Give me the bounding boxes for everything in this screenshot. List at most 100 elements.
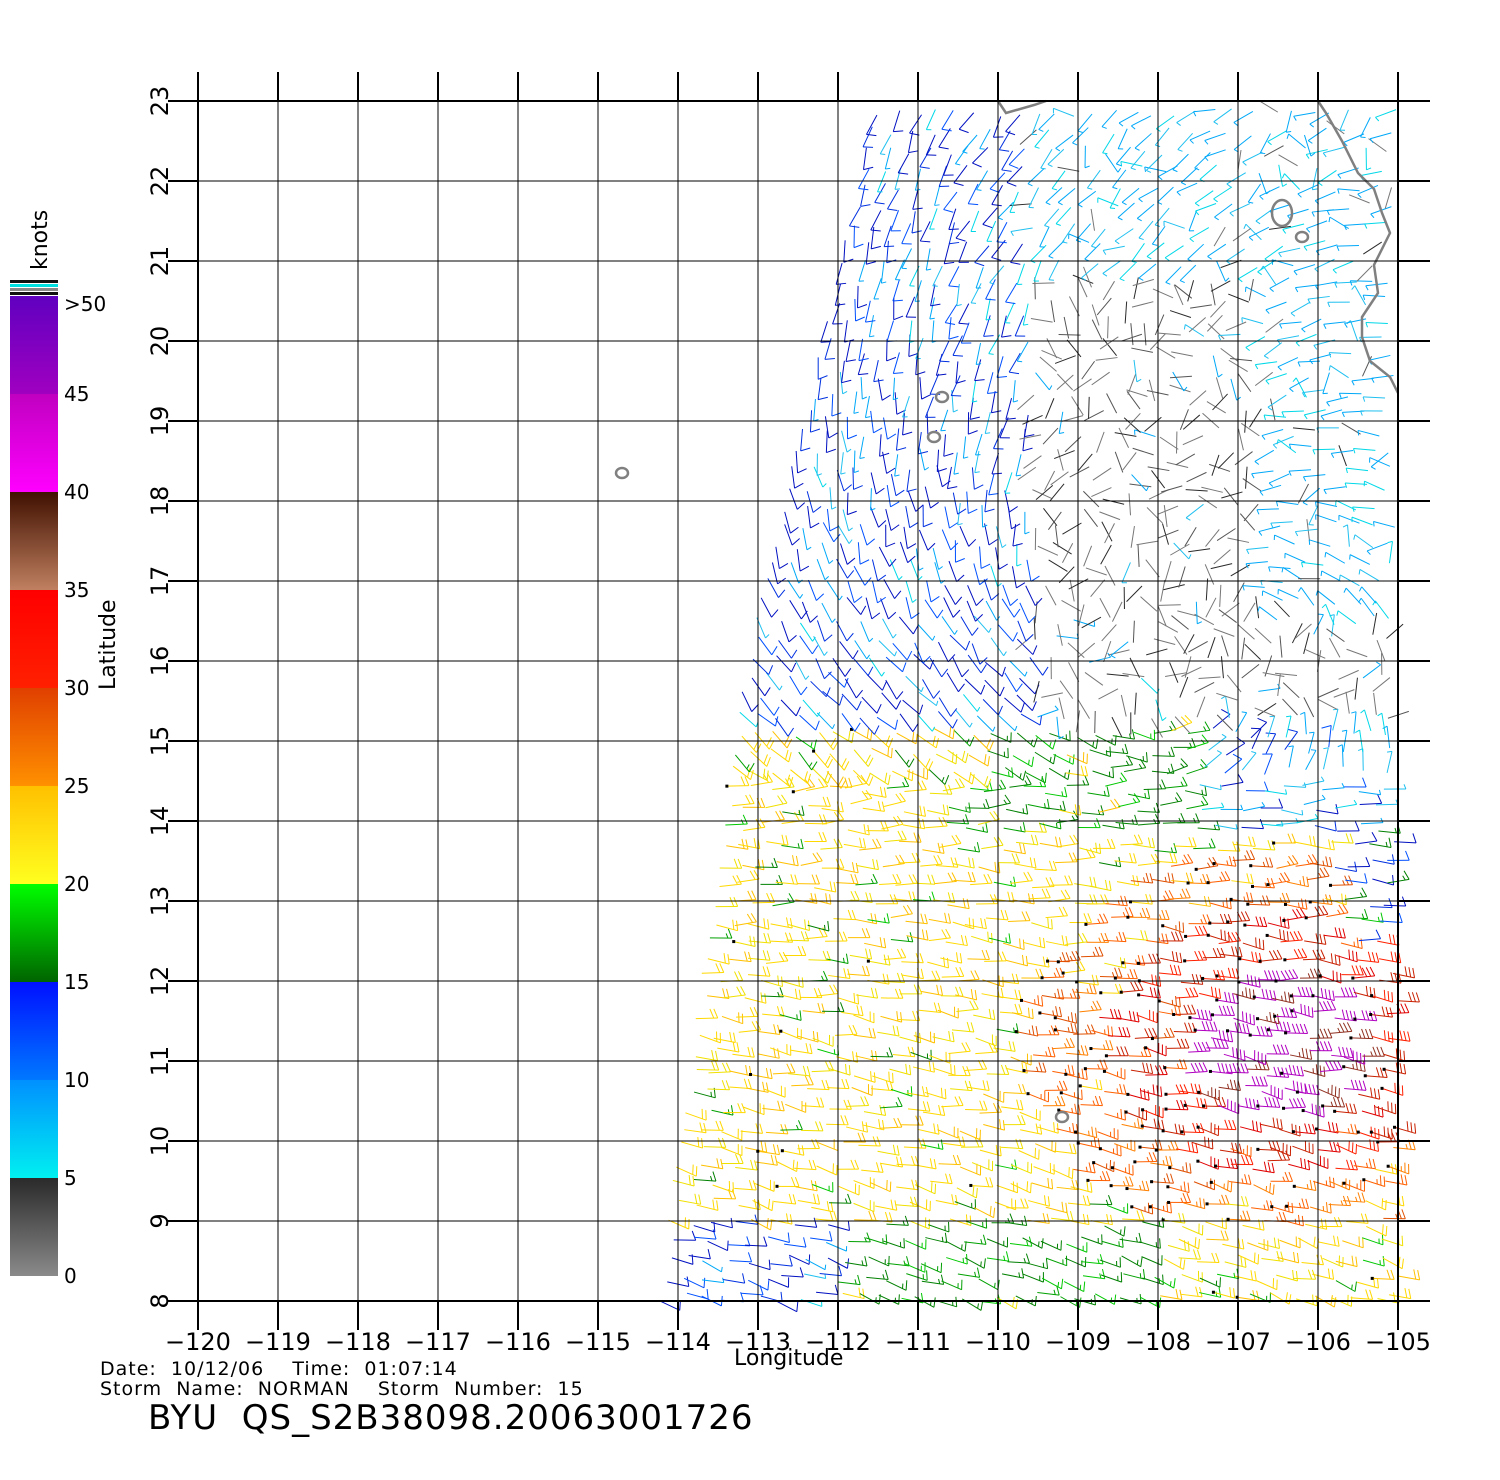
wind-barb xyxy=(1178,1237,1200,1250)
wind-barb xyxy=(748,966,771,977)
wind-barb xyxy=(738,1020,762,1033)
wind-barb xyxy=(1086,894,1109,905)
wind-barb xyxy=(1061,415,1084,422)
wind-barb xyxy=(788,919,810,931)
wind-barb xyxy=(836,1159,860,1170)
wind-barb xyxy=(1053,450,1075,460)
wind-barb xyxy=(817,377,828,401)
wind-barb xyxy=(1372,600,1389,619)
wind-barb xyxy=(1098,798,1121,813)
wind-barb xyxy=(1201,969,1226,981)
wind-barb xyxy=(1154,207,1170,227)
wind-barb xyxy=(1213,108,1232,125)
wind-barb xyxy=(1338,392,1362,399)
wind-barb xyxy=(696,1060,720,1071)
wind-barb xyxy=(1302,487,1321,506)
wind-barb xyxy=(1282,907,1307,922)
wind-barb xyxy=(989,265,1005,285)
x-tick-label: −116 xyxy=(485,1328,551,1356)
wind-barb xyxy=(796,1030,819,1043)
wind-barb xyxy=(1032,877,1055,889)
wind-barb xyxy=(1259,186,1280,200)
wind-barb xyxy=(1008,352,1021,375)
wind-barb xyxy=(1282,698,1298,716)
wind-barb xyxy=(776,1159,799,1172)
wind-barb xyxy=(1321,1096,1346,1108)
wind-barb xyxy=(1057,166,1080,172)
wind-barb xyxy=(1362,1256,1385,1267)
wind-barb xyxy=(1176,110,1196,126)
wind-barb xyxy=(1111,907,1134,918)
wind-barb xyxy=(955,361,966,384)
wind-barb xyxy=(1154,314,1165,336)
wind-barb xyxy=(1301,1103,1325,1118)
wind-barb xyxy=(812,1034,834,1047)
wind-barb xyxy=(1090,1214,1113,1226)
wind-barb xyxy=(1284,1080,1307,1094)
island-clipperton xyxy=(1054,1110,1070,1124)
wind-barb xyxy=(971,931,993,944)
wind-barb xyxy=(1369,457,1391,467)
wind-barb xyxy=(1040,1240,1062,1251)
wind-barb xyxy=(1245,336,1266,352)
wind-barb xyxy=(854,640,871,660)
wind-barb xyxy=(1346,320,1359,342)
wind-barb xyxy=(1027,168,1045,187)
wind-barb xyxy=(1022,1237,1044,1249)
wind-barb xyxy=(1266,872,1290,887)
wind-barb xyxy=(1288,745,1294,768)
wind-barb xyxy=(813,399,819,422)
wind-barb xyxy=(1048,889,1071,903)
wind-barb xyxy=(816,453,822,476)
wind-barb xyxy=(895,428,907,451)
wind-barb xyxy=(1137,987,1161,999)
wind-barb xyxy=(1370,1269,1395,1280)
wind-barb xyxy=(1124,301,1128,324)
wind-barb xyxy=(1107,316,1109,339)
wind-barb xyxy=(1050,875,1073,886)
wind-barb xyxy=(739,711,759,728)
wind-barb xyxy=(836,862,859,874)
wind-barb xyxy=(1309,1202,1332,1214)
wind-barb xyxy=(810,1231,833,1242)
wind-barb xyxy=(701,1120,724,1131)
wind-barb xyxy=(775,874,799,885)
wind-barb xyxy=(821,602,836,623)
wind-barb xyxy=(856,858,879,871)
wind-barb xyxy=(1380,1082,1404,1096)
wind-barb xyxy=(1006,166,1023,187)
wind-barb xyxy=(899,541,916,564)
wind-barb xyxy=(913,654,934,670)
wind-barb xyxy=(1353,1010,1378,1022)
wind-barb xyxy=(917,970,941,982)
wind-barb xyxy=(716,919,739,932)
wind-barb xyxy=(1022,1272,1044,1283)
wind-barb xyxy=(917,432,929,455)
wind-barb xyxy=(997,853,1020,864)
wind-barb xyxy=(1334,1009,1357,1022)
wind-barb xyxy=(889,1063,912,1076)
wind-barb xyxy=(860,621,874,643)
wind-barb xyxy=(1214,1157,1238,1170)
colorbar-header-stripe xyxy=(10,288,58,291)
wind-barb xyxy=(762,1100,785,1112)
wind-barb xyxy=(884,792,906,807)
wind-barb xyxy=(1019,129,1037,145)
wind-barb xyxy=(732,765,754,781)
wind-barb xyxy=(1117,128,1128,150)
wind-barb xyxy=(964,678,986,695)
wind-barb xyxy=(1196,1156,1219,1170)
wind-barb xyxy=(967,798,990,809)
wind-barb xyxy=(1053,1012,1078,1024)
wind-barb xyxy=(825,931,848,942)
wind-barb xyxy=(789,675,808,696)
wind-barb xyxy=(1290,1047,1313,1060)
wind-barb xyxy=(1014,857,1037,869)
wind-barb xyxy=(886,1280,908,1291)
x-tick-label: −112 xyxy=(805,1328,871,1356)
wind-barb xyxy=(1313,1000,1337,1012)
wind-barb xyxy=(721,1012,744,1025)
wind-barb xyxy=(1383,1048,1406,1062)
wind-barb xyxy=(820,838,843,850)
wind-barb xyxy=(1232,850,1256,862)
